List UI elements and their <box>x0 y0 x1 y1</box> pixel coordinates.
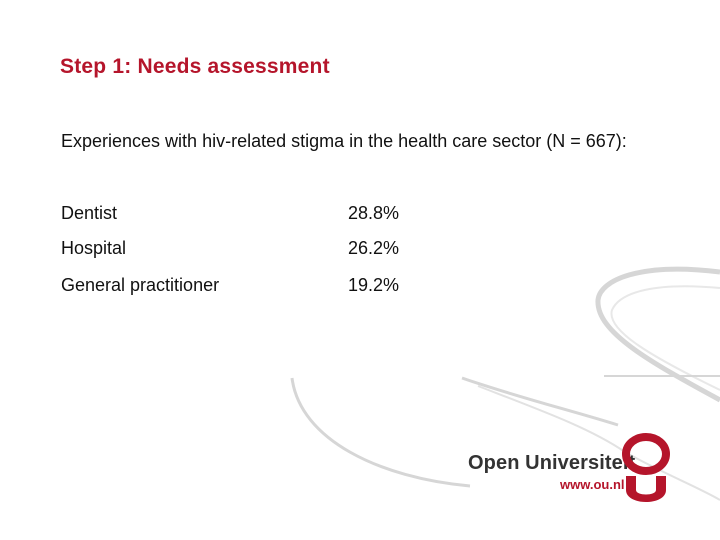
logo-wordmark: Open Universiteit www.ou.nl <box>468 452 636 492</box>
stat-label: Hospital <box>61 238 127 258</box>
logo-url: www.ou.nl <box>560 477 625 492</box>
intro-text: Experiences with hiv-related stigma in t… <box>61 131 627 151</box>
stat-value: 19.2% <box>348 275 400 295</box>
stat-label: General practitioner <box>61 275 220 295</box>
stat-label: Dentist <box>61 203 118 223</box>
stat-value: 28.8% <box>348 203 400 223</box>
stat-value: 26.2% <box>348 238 400 258</box>
slide-title: Step 1: Needs assessment <box>60 55 330 78</box>
open-universiteit-logo-icon <box>622 433 670 502</box>
logo-name: Open Universiteit <box>468 452 636 474</box>
